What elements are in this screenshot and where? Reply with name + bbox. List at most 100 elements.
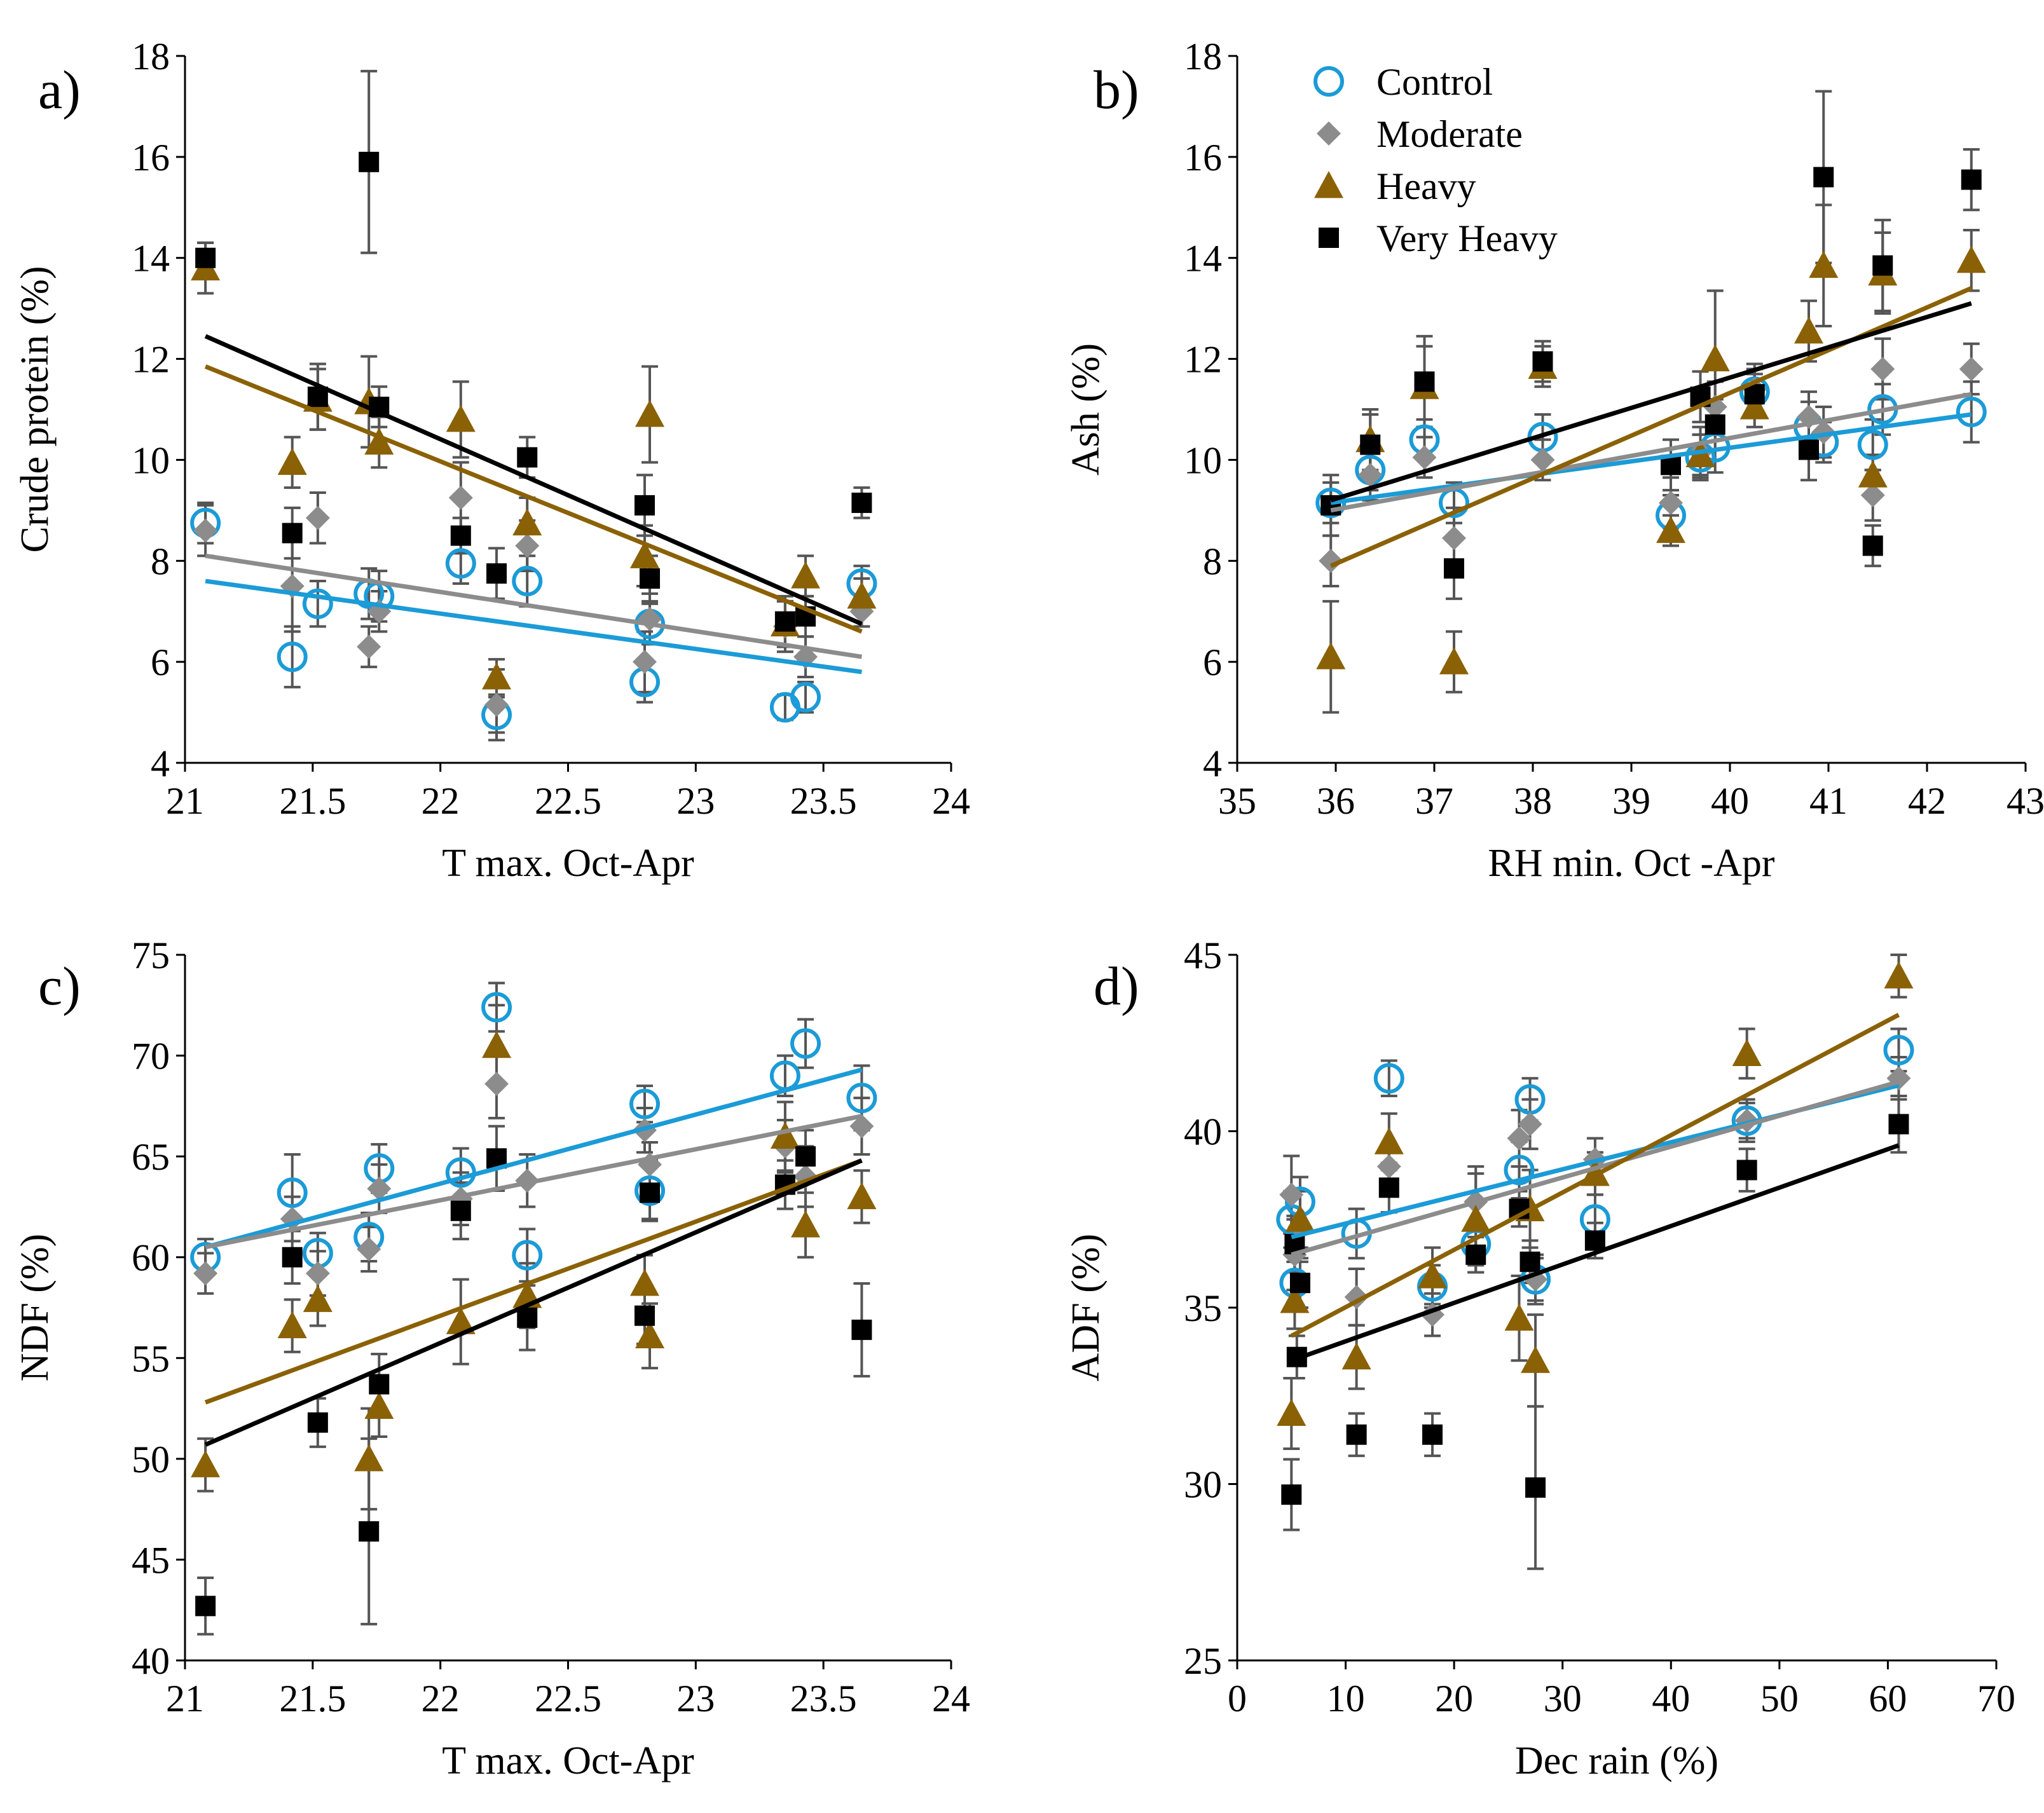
moderate-marker [1507,1126,1532,1151]
very-heavy-marker [359,1521,380,1542]
heavy-marker [482,1030,512,1058]
very-heavy-marker [1414,371,1435,392]
heavy-marker [1884,961,1914,989]
legend: Control Moderate Heavy Very Heavy [1314,61,1558,259]
very-heavy-marker [195,1596,216,1617]
very-heavy-marker [1961,169,1982,190]
heavy-marker [630,541,659,568]
x-tick-label: 40 [1652,1678,1690,1720]
y-tick-label: 75 [132,934,170,976]
y-tick-label: 18 [1184,36,1222,78]
very-heavy-marker [795,1146,816,1167]
x-tick-label: 21.5 [279,780,346,822]
very-heavy-marker [634,495,655,516]
x-tick-label: 23 [676,1678,715,1720]
x-tick-label: 22.5 [535,1678,601,1720]
panel-label: a) [38,59,81,120]
panel-d-adf: 25 30 35 40 45 0 10 20 30 40 50 60 70 Dec rain (%) ADF… [1064,934,2015,1782]
very-heavy-marker [851,1319,872,1340]
legend-item-heavy: Heavy [1314,165,1476,207]
heavy-marker [1956,245,1986,273]
y-axis-title: Ash (%) [1064,343,1108,475]
moderate-trend-line [205,553,862,659]
heavy-trend-line [204,364,863,634]
very-heavy-marker [774,611,795,632]
moderate-marker [193,518,218,543]
moderate-marker [484,692,509,717]
x-axis-title: T max. Oct-Apr [442,842,694,885]
x-tick-label: 22.5 [535,780,601,822]
heavy-marker [277,1311,307,1339]
x-tick-label: 43 [2006,780,2044,822]
very-heavy-trend-line [204,334,863,626]
heavy-marker [1858,460,1888,488]
x-axis-title: Dec rain (%) [1515,1739,1718,1782]
panel-label: d) [1094,955,1139,1016]
moderate-marker [1860,483,1885,508]
control-trend-line [205,578,862,674]
x-tick-label: 36 [1317,780,1355,822]
very-heavy-marker [1378,1177,1399,1198]
very-heavy-marker [1360,434,1381,455]
moderate-marker [515,1168,540,1193]
very-heavy-trend-line [1330,301,1972,503]
very-heavy-marker [359,151,380,172]
y-tick-label: 25 [1184,1640,1222,1682]
y-tick-label: 16 [1184,137,1222,179]
heavy-marker [1521,1346,1551,1373]
heavy-marker [1316,642,1346,669]
legend-label: Moderate [1376,113,1523,155]
heavy-marker [630,1268,659,1296]
control-trend-line [205,1067,863,1250]
moderate-marker [193,1261,218,1286]
heavy-marker [1732,1039,1762,1066]
y-axis-title: ADF (%) [1064,1234,1108,1381]
moderate-marker [448,486,473,510]
y-tick-label: 4 [151,742,170,784]
x-tick-label: 38 [1514,780,1552,822]
moderate-marker [357,634,381,659]
x-axis-title: T max. Oct-Apr [442,1739,694,1782]
y-tick-label: 4 [1203,742,1222,784]
moderate-marker [1530,448,1555,472]
heavy-marker [791,561,821,589]
control-marker [481,992,512,1023]
heavy-marker [1285,1205,1315,1232]
moderate-trend-line [1291,1079,1900,1257]
heavy-marker [277,448,307,475]
heavy-marker [354,1444,384,1472]
control-marker [846,1083,877,1114]
y-tick-label: 8 [1203,540,1222,582]
very-heavy-marker [1872,255,1893,276]
error-bar [309,580,326,628]
control-trend-line [1330,412,1972,505]
very-heavy-marker [851,492,872,513]
moderate-marker [1412,445,1437,470]
heavy-marker [847,581,877,609]
heavy-marker [1277,1399,1307,1426]
very-heavy-marker [1422,1424,1443,1445]
y-tick-label: 50 [132,1439,170,1481]
error-bar [284,625,301,688]
y-axis-title: NDF (%) [13,1234,57,1381]
y-tick-label: 10 [132,439,170,481]
moderate-marker [1317,121,1341,146]
control-marker [512,1240,543,1271]
y-tick-label: 10 [1184,439,1222,481]
legend-item-very-heavy: Very Heavy [1319,217,1558,259]
x-tick-label: 21 [166,1678,204,1720]
legend-label: Very Heavy [1376,217,1558,259]
x-tick-label: 20 [1435,1678,1473,1720]
y-tick-label: 60 [132,1237,170,1279]
panel-b-ash: 4 6 8 10 12 14 16 18 35 36 37 38 39 40 41 42 43 RH min. O… [1064,36,2044,885]
very-heavy-marker [1519,1251,1540,1272]
panel-c-ndf: 40 45 50 55 60 65 70 75 21 21.5 22 22.5 23 23.5 24 T ma… [13,934,970,1782]
heavy-marker [1739,392,1769,420]
y-tick-label: 14 [132,238,170,280]
x-tick-label: 0 [1228,1678,1247,1720]
x-tick-label: 21.5 [279,1678,346,1720]
panel-label: b) [1094,59,1139,120]
heavy-marker [512,508,542,536]
very-heavy-marker [1584,1230,1605,1251]
very-heavy-marker [450,525,471,546]
